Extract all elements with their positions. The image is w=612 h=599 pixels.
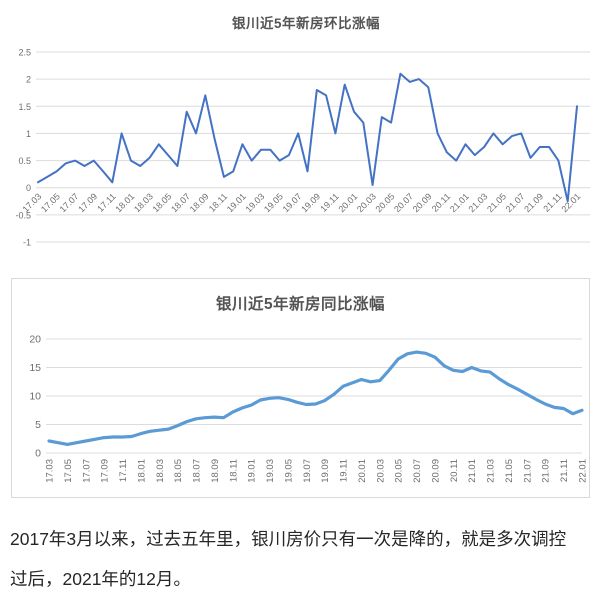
x-axis-tick-label: 20.11 <box>449 459 460 482</box>
x-axis-tick-label: 17.07 <box>81 459 92 483</box>
x-axis-tick-label: 17.03 <box>45 459 56 483</box>
x-axis-tick-label: 17.07 <box>58 191 81 214</box>
x-axis-tick-label: 21.07 <box>522 459 533 483</box>
x-axis-tick-label: 19.01 <box>225 191 248 214</box>
yoy-chart-title: 银川近5年新房同比涨幅 <box>215 296 386 313</box>
x-axis-tick-label: 17.05 <box>39 191 62 214</box>
x-axis-tick-label: 18.01 <box>113 191 136 214</box>
x-axis-tick-label: 18.01 <box>136 459 147 483</box>
mom-chart-canvas: 2.5 2 1.5 1 0.5 0 -0.5 -1 17.0317.0517.0717.0917… <box>15 48 590 248</box>
x-axis-tick-label: 21.11 <box>559 459 570 482</box>
x-axis-tick-label: 20.03 <box>355 191 378 214</box>
x-axis-tick-label: 21.05 <box>485 191 508 214</box>
x-axis-tick-label: 18.05 <box>151 191 174 214</box>
x-axis-tick-label: 18.05 <box>173 459 184 483</box>
x-axis-tick-label: 20.07 <box>392 191 415 214</box>
y-axis-tick-label: 1.5 <box>18 102 31 112</box>
x-axis-tick-label: 21.09 <box>522 191 545 214</box>
x-axis-tick-label: 22.01 <box>578 459 589 483</box>
x-axis-tick-label: 18.07 <box>192 459 203 483</box>
x-axis-tick-label: 22.01 <box>559 191 582 214</box>
caption-line-2: 过后，2021年的12月。 <box>10 569 191 589</box>
mom-chart-title: 银川近5年新房环比涨幅 <box>231 16 380 31</box>
x-axis-tick-label: 21.09 <box>541 459 552 483</box>
y-axis-tick-label: 0.5 <box>18 156 31 166</box>
x-axis-tick-label: 20.01 <box>336 191 359 214</box>
x-axis-tick-label: 19.11 <box>339 459 350 482</box>
x-axis-tick-label: 19.05 <box>262 191 285 214</box>
x-axis-tick-label: 21.01 <box>467 459 478 483</box>
x-axis-tick-label: 19.07 <box>302 459 313 483</box>
y-axis-tick-label: 2.5 <box>18 48 31 58</box>
y-axis-tick-label: 0 <box>26 183 31 193</box>
x-axis-tick-label: 21.05 <box>504 459 515 483</box>
x-axis-tick-label: 20.05 <box>374 191 397 214</box>
mom-chart: 银川近5年新房环比涨幅 2.5 2 1.5 1 0.5 0 -0.5 -1 17.03 17.05… <box>0 0 612 260</box>
x-axis-tick-label: 21.11 <box>541 191 564 214</box>
x-axis-tick-label: 21.03 <box>486 459 497 483</box>
x-axis-tick-label: 19.09 <box>299 191 322 214</box>
x-axis-tick-label: 20.05 <box>394 459 405 483</box>
caption-line-1: 2017年3月以来，过去五年里，银川房价只有一次是降的，就是多次调控 <box>10 529 567 549</box>
y-axis-tick-label: 10 <box>29 391 41 403</box>
x-axis-tick-label: 21.01 <box>448 191 471 214</box>
y-axis-tick-label: 1 <box>26 129 31 139</box>
yoy-chart: 银川近5年新房同比涨幅 20 15 10 5 0 17.03 17.05 17.07 17.09… <box>11 278 590 498</box>
x-axis-tick-label: 17.11 <box>118 459 129 482</box>
x-axis-tick-label: 18.03 <box>132 191 155 214</box>
x-axis-tick-label: 18.11 <box>228 459 239 482</box>
x-axis-tick-label: 18.03 <box>155 459 166 483</box>
y-axis-tick-label: 5 <box>35 419 41 431</box>
x-axis-tick-label: 20.01 <box>357 459 368 483</box>
x-axis-tick-label: 18.11 <box>207 191 230 214</box>
x-axis-tick-label: 18.09 <box>188 191 211 214</box>
yoy-chart-canvas: 20 15 10 5 0 17.03 17.05 17.07 17.09 17.11 18.01 18… <box>29 334 589 483</box>
x-axis-tick-label: 17.09 <box>100 459 111 483</box>
y-axis-tick-label: -0.5 <box>15 210 31 220</box>
data-series-line <box>47 350 584 446</box>
y-axis-tick-label: -1 <box>23 238 31 248</box>
y-axis-tick-label: 15 <box>29 362 41 374</box>
x-axis-tick-label: 20.11 <box>430 191 453 214</box>
x-axis-tick-label: 18.09 <box>210 459 221 483</box>
y-axis-tick-label: 2 <box>26 75 31 85</box>
y-axis-tick-label: 20 <box>29 334 41 346</box>
x-axis-tick-label: 17.03 <box>20 191 43 214</box>
data-series-line <box>37 72 578 203</box>
x-axis-tick-label: 20.03 <box>375 459 386 483</box>
x-axis-tick-label: 19.05 <box>283 459 294 483</box>
x-axis-tick-label: 20.09 <box>431 459 442 483</box>
x-axis-tick-label: 17.05 <box>63 459 74 483</box>
x-axis-tick-label: 19.03 <box>265 459 276 483</box>
x-axis-tick-label: 19.07 <box>281 191 304 214</box>
x-axis-tick-label: 20.07 <box>412 459 423 483</box>
caption: 2017年3月以来，过去五年里，银川房价只有一次是降的，就是多次调控 过后，20… <box>10 519 606 599</box>
x-axis-tick-label: 19.09 <box>320 459 331 483</box>
x-axis-tick-label: 21.07 <box>504 191 527 214</box>
x-axis-tick-label: 19.03 <box>243 191 266 214</box>
y-axis-tick-label: 0 <box>35 448 41 460</box>
x-axis-tick-label: 19.11 <box>318 191 341 214</box>
x-axis-tick-label: 19.01 <box>247 459 258 483</box>
x-axis-tick-label: 21.03 <box>467 191 490 214</box>
x-axis-tick-label: 17.11 <box>95 191 118 214</box>
x-axis-tick-label: 20.09 <box>411 191 434 214</box>
x-axis-tick-label: 18.07 <box>169 191 192 214</box>
x-axis-tick-label: 17.09 <box>76 191 99 214</box>
